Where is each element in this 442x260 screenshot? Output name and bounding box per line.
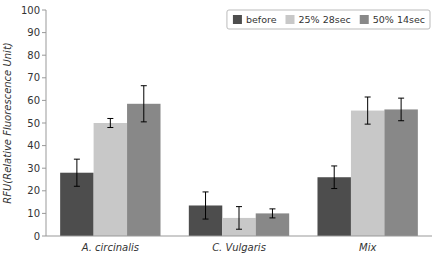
y-tick (42, 32, 46, 33)
error-bar (203, 192, 209, 219)
error-bar (236, 207, 242, 230)
y-tick (42, 236, 46, 237)
y-tick (42, 145, 46, 146)
legend-swatch (233, 15, 242, 24)
y-tick-label: 90 (27, 27, 40, 38)
x-tick-label: Mix (359, 242, 376, 253)
error-bar (74, 159, 80, 186)
y-tick-label: 30 (27, 163, 40, 174)
bar (94, 123, 127, 236)
y-axis: 0 10 20 30 40 50 60 70 80 90 100 (21, 5, 46, 242)
y-tick (42, 10, 46, 11)
legend-frame (227, 10, 430, 29)
y-tick-label: 50 (27, 118, 40, 129)
error-bar (269, 209, 275, 218)
error-bar (141, 86, 147, 122)
legend: before 25% 28sec 50% 14sec (227, 10, 430, 29)
x-axis-line (46, 236, 432, 237)
x-tick-label: A. circinalis (81, 242, 139, 253)
y-tick-label: 70 (27, 72, 40, 83)
y-tick-label: 0 (34, 231, 40, 242)
legend-swatch (286, 15, 295, 24)
y-tick (42, 168, 46, 169)
legend-label: 50% 14sec (373, 14, 425, 25)
y-tick-label: 40 (27, 140, 40, 151)
error-bar (331, 166, 337, 189)
y-axis-label: RFU(Relative Fluorescence Unit) (2, 42, 13, 203)
y-tick (42, 213, 46, 214)
error-bar (107, 118, 113, 127)
y-tick-label: 20 (27, 185, 40, 196)
bar (127, 104, 160, 236)
legend-swatch (360, 15, 369, 24)
bar (351, 111, 384, 236)
y-tick (42, 123, 46, 124)
y-tick (42, 190, 46, 191)
legend-label: 25% 28sec (299, 14, 351, 25)
y-tick-label: 10 (27, 208, 40, 219)
y-tick (42, 100, 46, 101)
error-bar (365, 97, 371, 124)
bar (384, 109, 417, 236)
y-tick (42, 77, 46, 78)
legend-label: before (246, 14, 277, 25)
y-tick-label: 80 (27, 50, 40, 61)
y-tick-label: 60 (27, 95, 40, 106)
error-bar (398, 98, 404, 121)
y-axis-line (46, 10, 47, 236)
y-tick (42, 55, 46, 56)
y-tick-label: 100 (21, 5, 40, 16)
bars (60, 86, 418, 236)
chart: 0 10 20 30 40 50 60 70 80 90 100 RFU(Relative Fluor… (0, 0, 442, 260)
x-tick-label: C. Vulgaris (212, 242, 266, 253)
